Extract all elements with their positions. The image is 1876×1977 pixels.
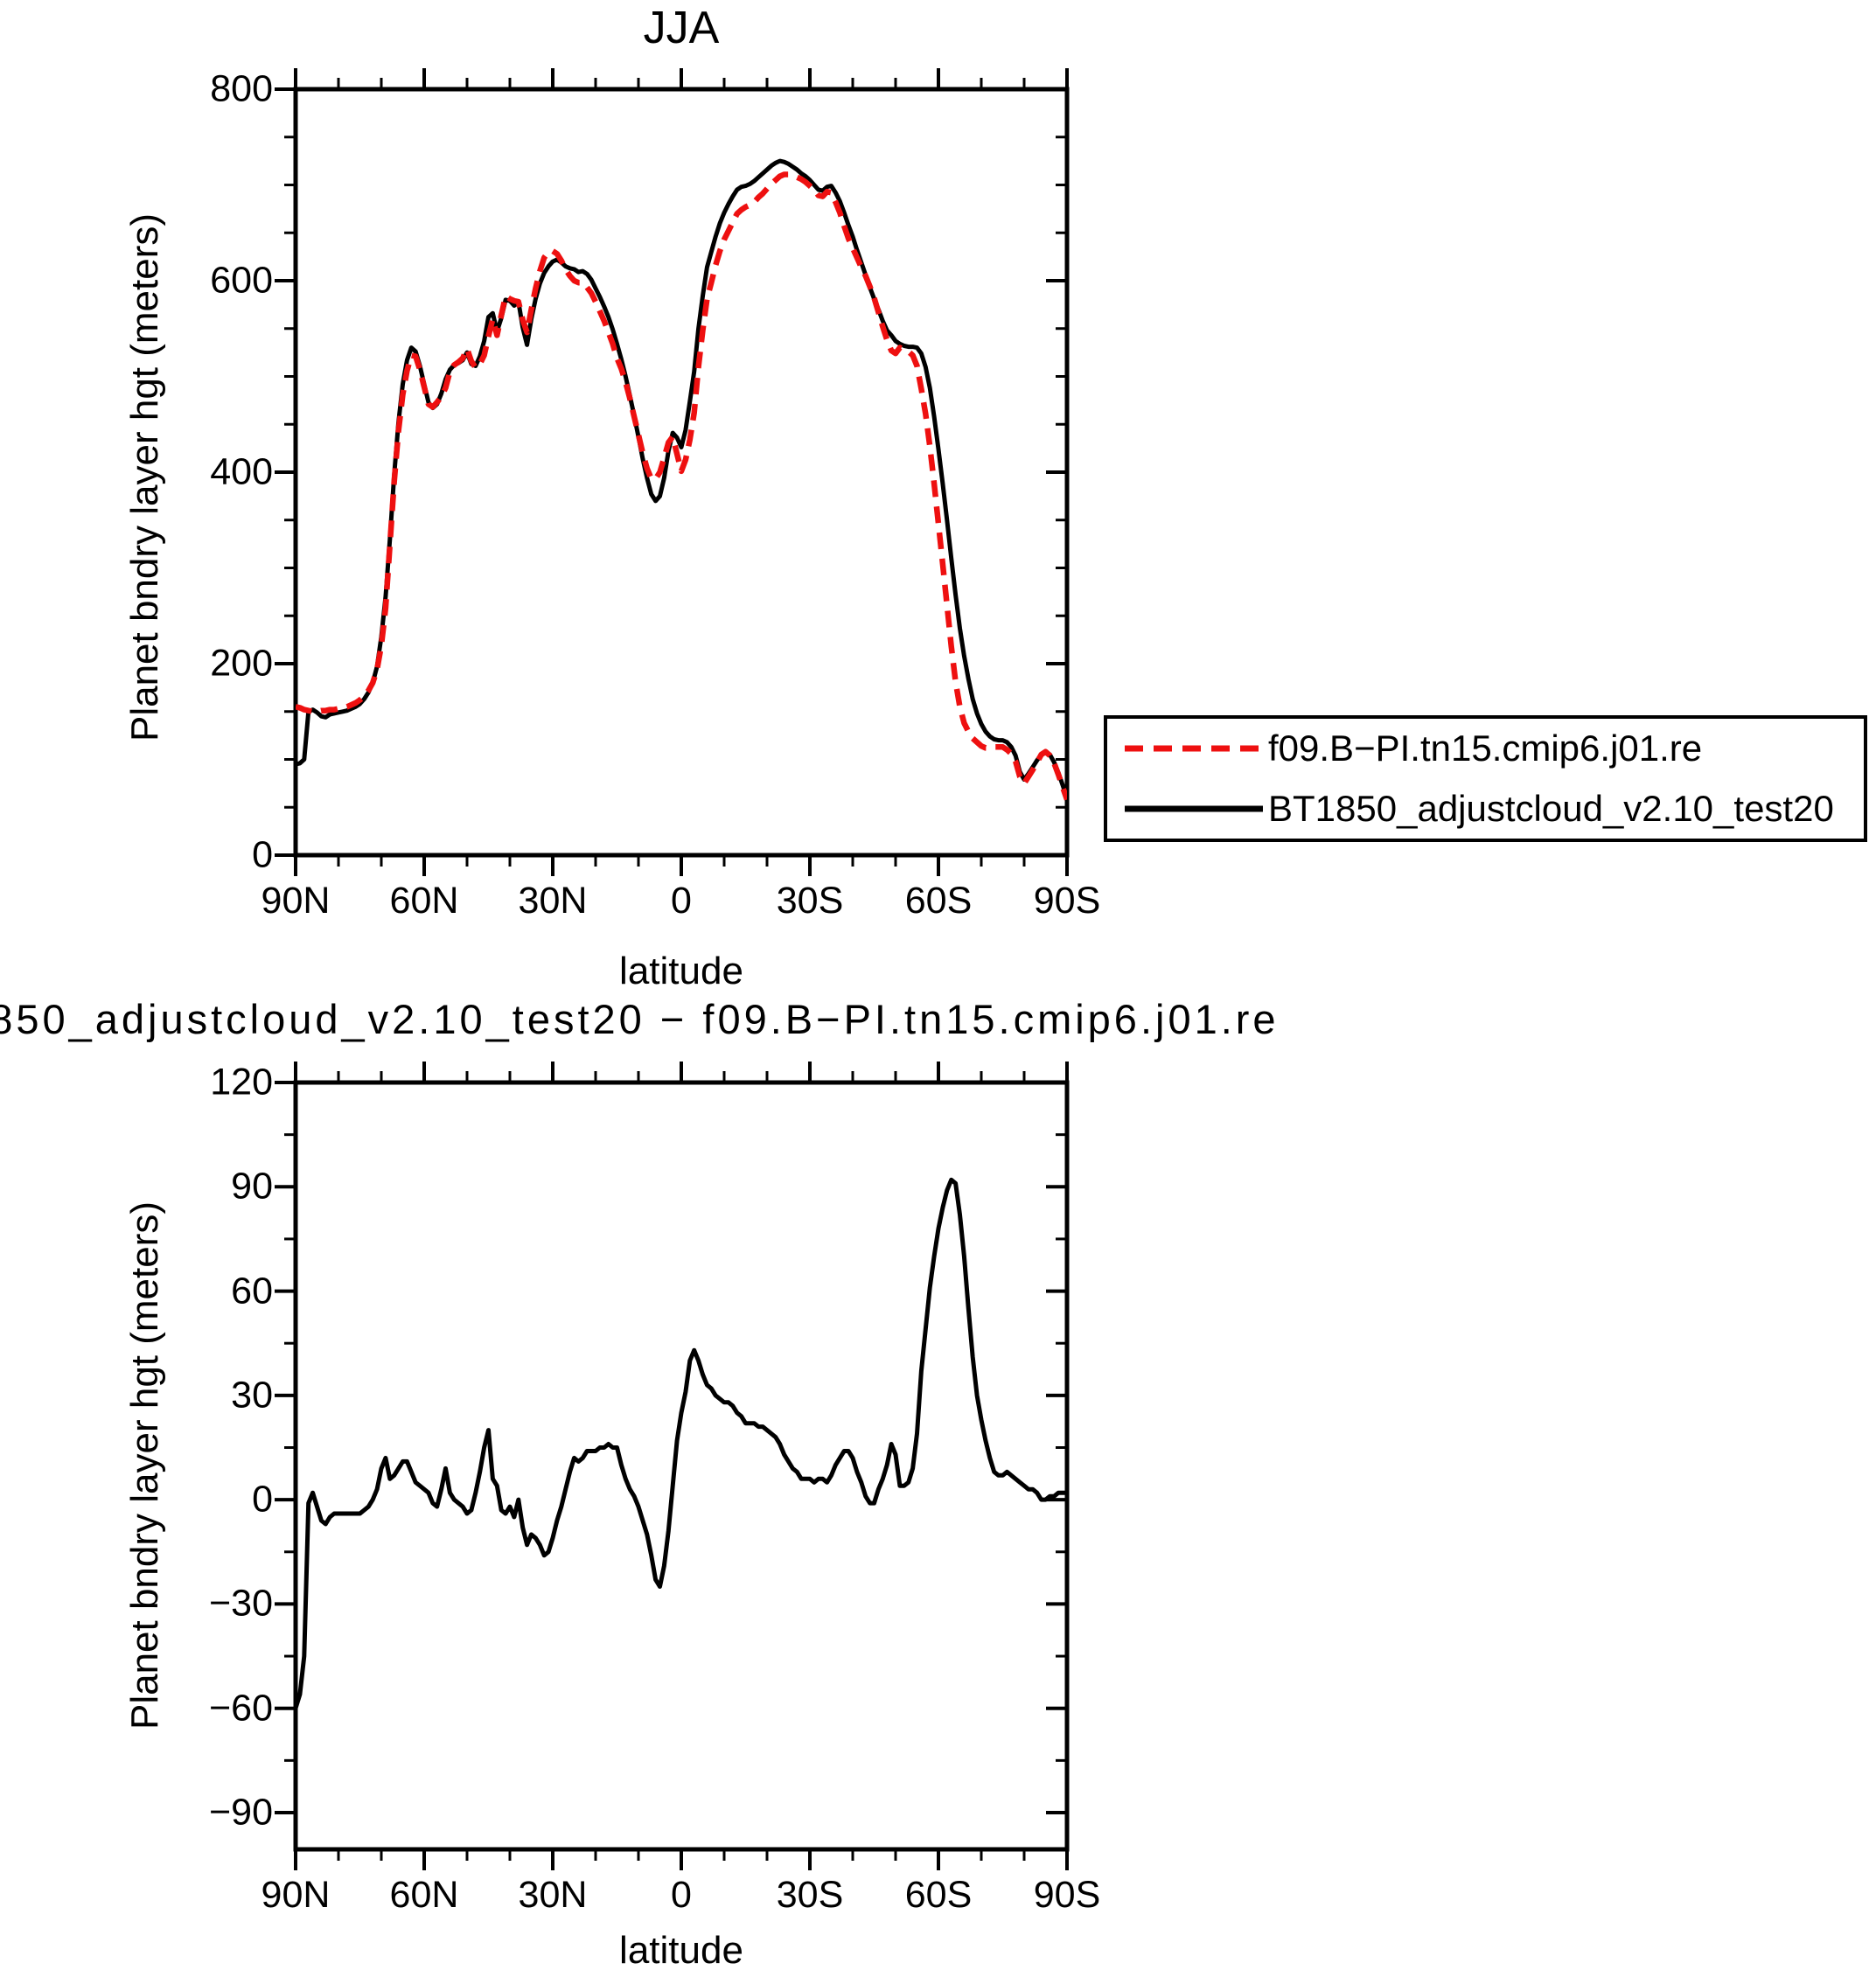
x-tick-label: 30S (776, 1874, 844, 1916)
x-tick-label: 30N (518, 880, 588, 922)
bottom-x-axis-label: latitude (619, 1929, 743, 1972)
x-tick-label: 60N (389, 1874, 459, 1916)
x-tick-label: 0 (671, 1874, 692, 1916)
y-tick-label: −30 (209, 1582, 273, 1625)
y-tick-label: 120 (210, 1061, 273, 1103)
y-tick-label: 60 (231, 1270, 273, 1312)
x-tick-label: 0 (671, 880, 692, 922)
black-solid-line-sample (1125, 805, 1263, 812)
y-tick-label: 200 (210, 642, 273, 685)
x-tick-label: 60N (389, 880, 459, 922)
y-tick-label: 0 (252, 1478, 273, 1521)
y-tick-label: −60 (209, 1687, 273, 1730)
legend-entry-f09: f09.B−PI.tn15.cmip6.j01.re (1123, 727, 1864, 769)
curve-bt1850-black (296, 158, 1067, 799)
legend-entry-bt1850: BT1850_adjustcloud_v2.10_test20 (1123, 788, 1864, 830)
x-tick-label: 30N (518, 1874, 588, 1916)
y-tick-label: 90 (231, 1165, 273, 1208)
y-tick-label: 800 (210, 67, 273, 110)
y-tick-label: 600 (210, 259, 273, 302)
legend: f09.B−PI.tn15.cmip6.j01.re BT1850_adjust… (1104, 715, 1867, 842)
red-dashed-line-sample (1125, 745, 1263, 752)
x-tick-label: 60S (904, 880, 973, 922)
legend-label-f09: f09.B−PI.tn15.cmip6.j01.re (1268, 727, 1703, 769)
y-tick-label: −90 (209, 1791, 273, 1834)
curve-f09-red-dashed (296, 171, 1067, 801)
top-chart-title: JJA (643, 3, 720, 53)
y-tick-label: 0 (252, 833, 273, 876)
x-tick-label: 90N (261, 880, 331, 922)
x-tick-label: 90N (261, 1874, 331, 1916)
bottom-chart-title: BT1850_adjustcloud_v2.10_test20 − f09.B−… (0, 996, 1280, 1042)
x-tick-label: 90S (1033, 1874, 1101, 1916)
legend-label-bt1850: BT1850_adjustcloud_v2.10_test20 (1268, 787, 1834, 829)
x-tick-label: 60S (904, 1874, 973, 1916)
y-tick-label: 30 (231, 1374, 273, 1417)
x-tick-label: 30S (776, 880, 844, 922)
curve-difference (296, 1177, 1067, 1709)
x-tick-label: 90S (1033, 880, 1101, 922)
top-x-axis-label: latitude (619, 950, 743, 992)
y-tick-label: 400 (210, 450, 273, 493)
